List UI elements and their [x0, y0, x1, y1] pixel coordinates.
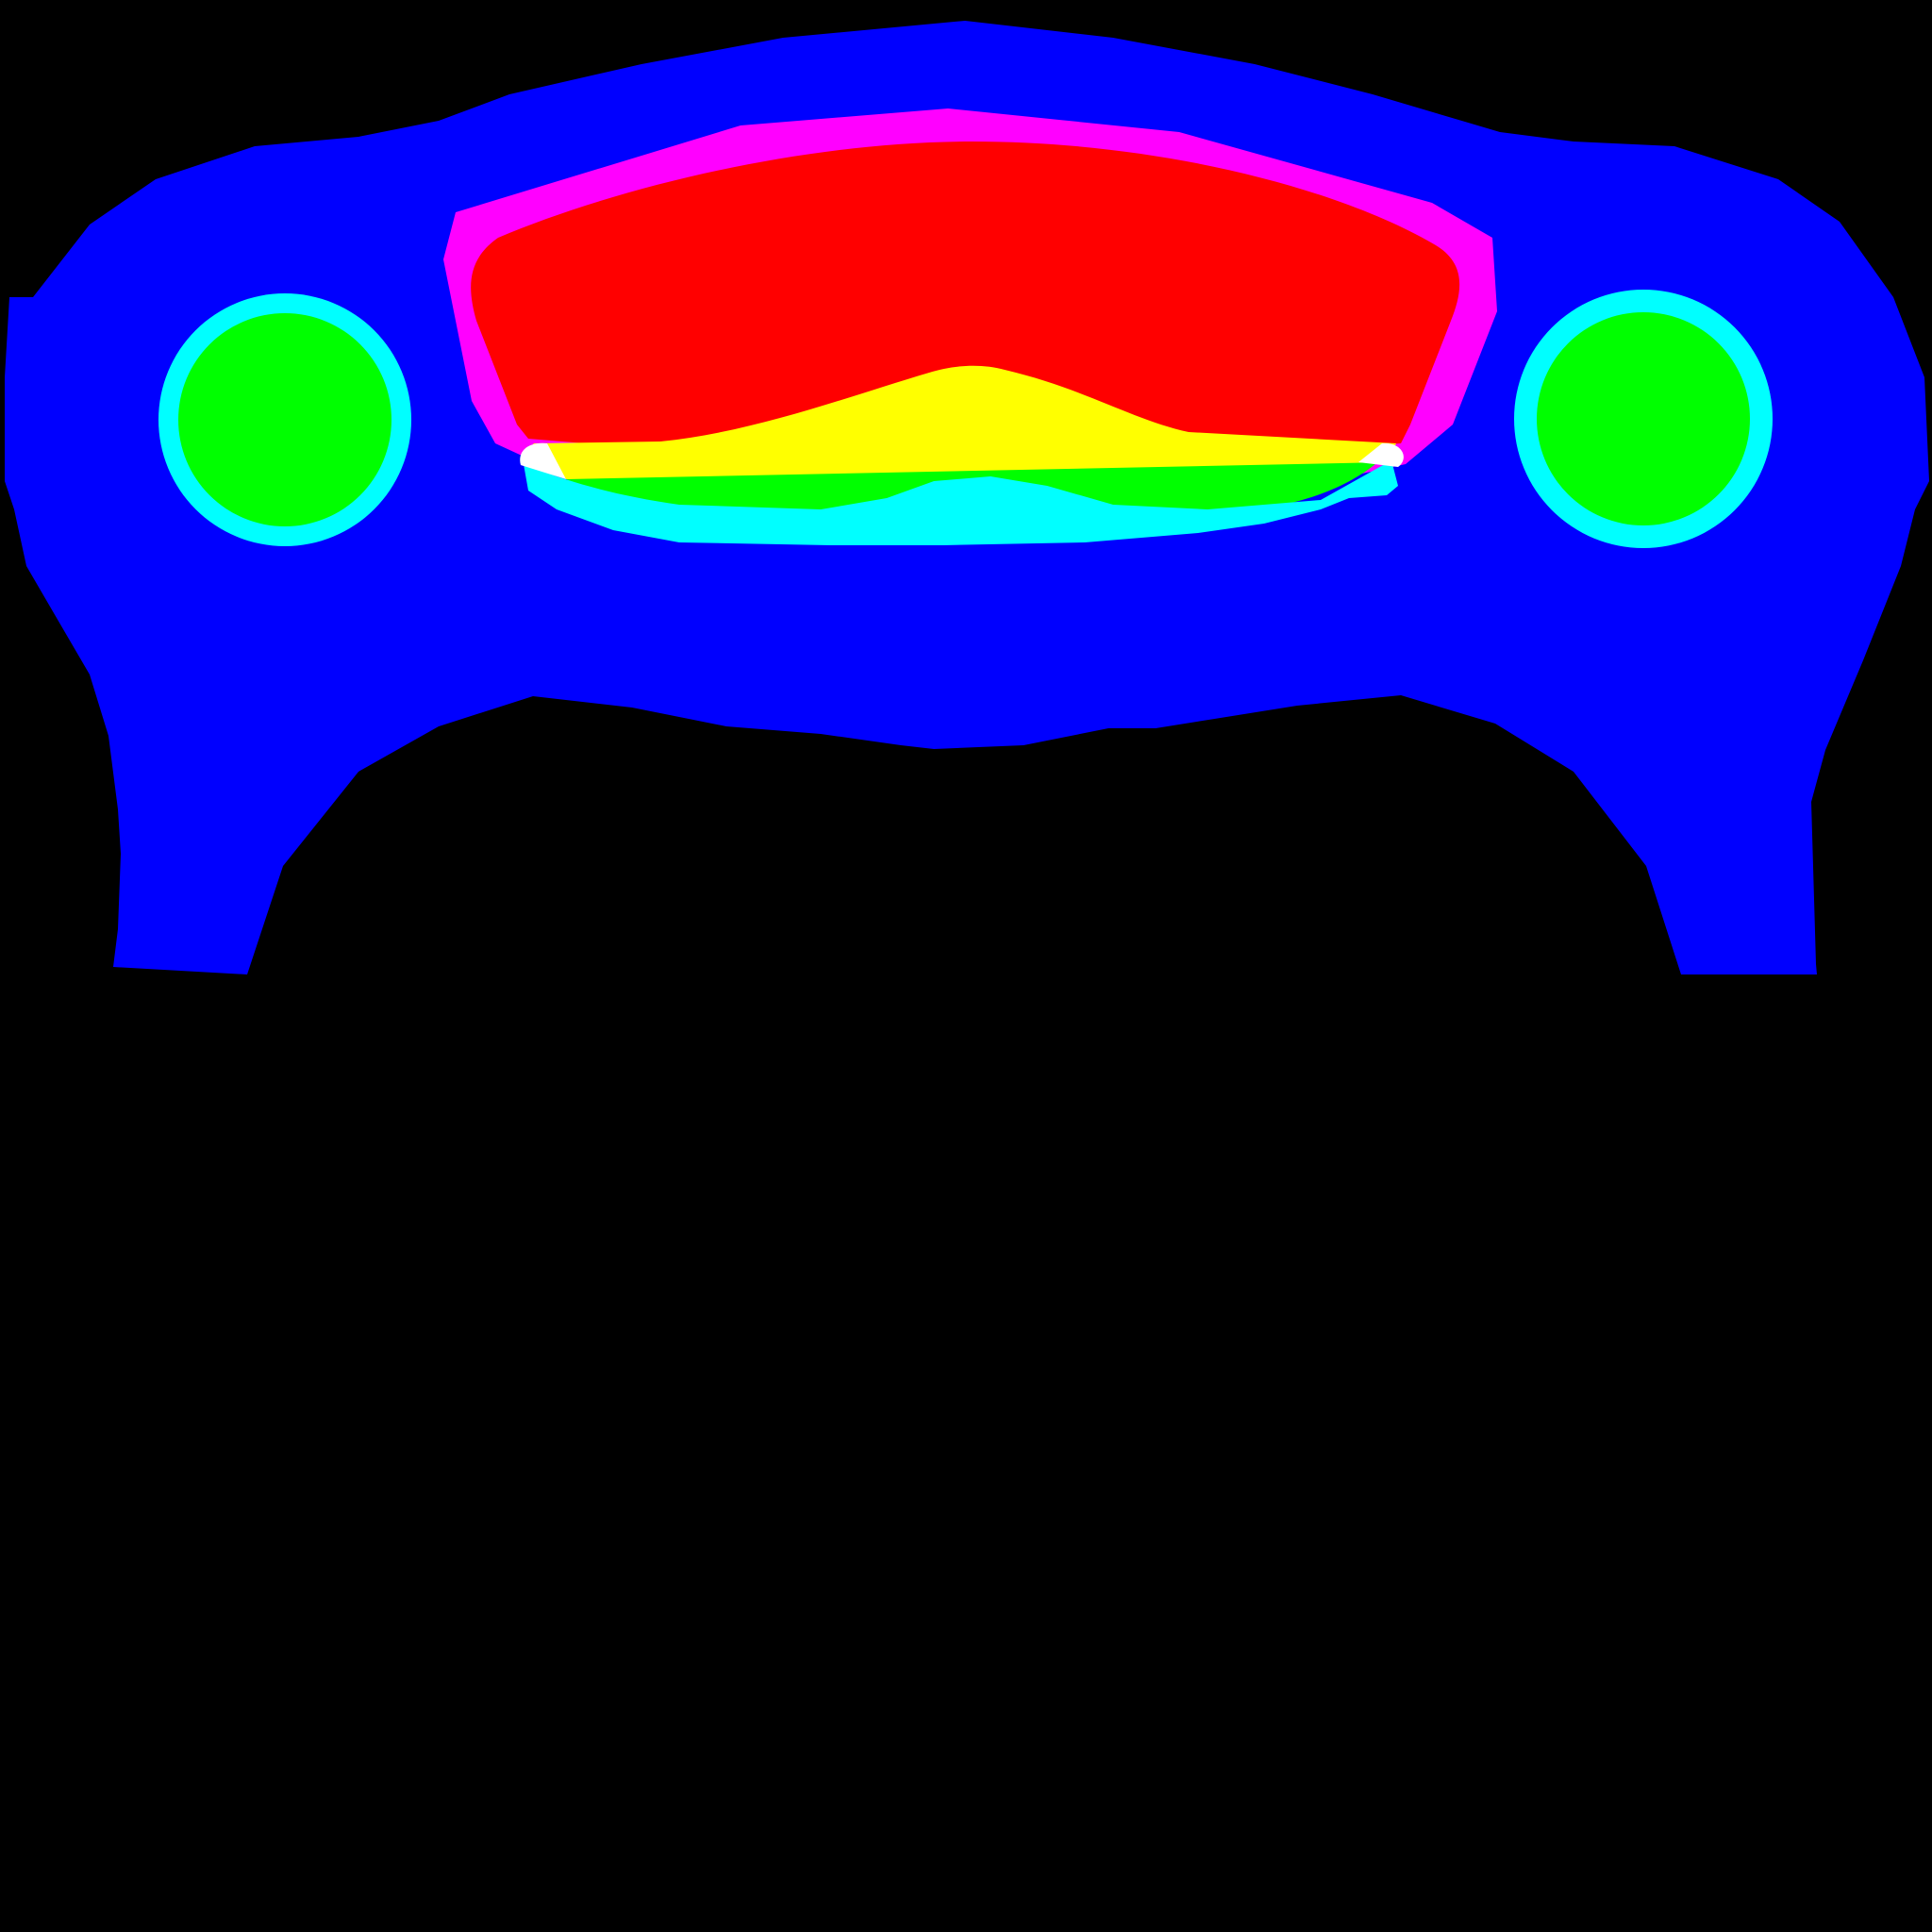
left-gauge-face — [178, 313, 391, 526]
central-panel-trim — [524, 460, 1398, 545]
right-gauge-face — [1537, 312, 1750, 525]
right-gauge — [1514, 290, 1773, 548]
highlight-left — [520, 442, 566, 479]
left-gauge — [158, 293, 411, 546]
lower-band — [533, 365, 1396, 479]
central-panel — [471, 142, 1460, 448]
highlight-right — [1358, 442, 1404, 467]
